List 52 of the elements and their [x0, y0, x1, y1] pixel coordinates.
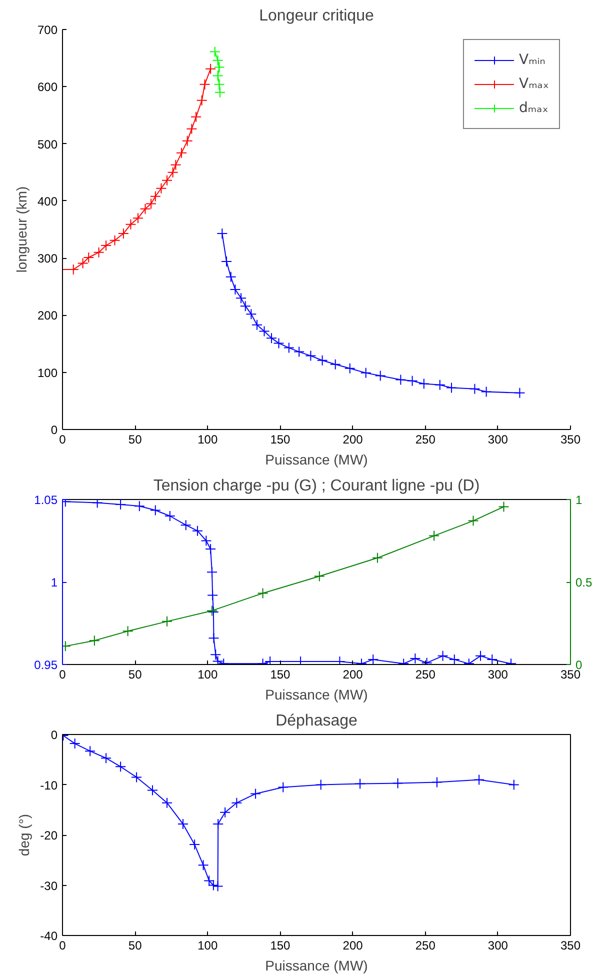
y2-tick-label: 1 [576, 493, 582, 507]
x-axis-title: Puissance (MW) [265, 452, 368, 468]
y-tick-label: -30 [40, 878, 58, 893]
y-tick-label: 600 [37, 80, 58, 94]
x-tick-label: 150 [270, 668, 291, 682]
x-tick-label: 150 [270, 938, 291, 952]
x-tick-label: 350 [560, 432, 581, 446]
x-tick-label: 50 [128, 432, 142, 446]
x-tick-label: 250 [415, 668, 436, 682]
x-tick-label: 100 [198, 432, 218, 446]
x-tick-label: 200 [342, 668, 364, 682]
y-tick-label: -40 [40, 929, 58, 943]
y-tick-label: 0.95 [34, 658, 58, 672]
legend-label: dₘₐₓ [519, 100, 548, 116]
chart-title: Tension charge -pu (G) ; Courant ligne -pu (D) [153, 478, 480, 494]
x-tick-label: 300 [488, 432, 508, 446]
x-tick-label: 250 [415, 432, 436, 446]
chart-title: Déphasage [276, 712, 358, 730]
y-tick-label: -20 [40, 828, 58, 842]
y-tick-label: 300 [37, 252, 58, 266]
y-axis-title: longueur (km) [13, 186, 30, 273]
x-tick-label: 200 [342, 938, 364, 952]
y-tick-label: 1 [50, 576, 58, 590]
x-tick-label: 250 [415, 938, 436, 952]
x-tick-label: 200 [342, 432, 364, 446]
legend-label: Vₘᵢₙ [519, 52, 546, 68]
y-tick-label: -10 [40, 778, 58, 792]
y-tick-label: 0 [50, 728, 58, 742]
y-tick-label: 200 [37, 308, 58, 323]
x-axis-title: Puissance (MW) [265, 958, 368, 974]
x-tick-label: 50 [128, 668, 142, 682]
y-tick-label: 400 [37, 194, 58, 208]
legend-label: Vₘₐₓ [519, 76, 549, 92]
x-tick-label: 0 [59, 432, 66, 446]
x-tick-label: 0 [59, 668, 66, 682]
x-tick-label: 100 [198, 938, 218, 952]
x-axis-title: Puissance (MW) [265, 686, 368, 702]
x-tick-label: 300 [488, 668, 508, 682]
x-tick-label: 50 [128, 938, 142, 952]
x-tick-label: 150 [270, 432, 291, 446]
y-axis-title: deg (°) [16, 814, 32, 856]
y-tick-label: 100 [37, 366, 58, 380]
x-tick-label: 350 [560, 938, 581, 952]
x-tick-label: 0 [59, 938, 66, 952]
y2-tick-label: 0.5 [576, 576, 593, 590]
y-tick-label: 700 [37, 23, 58, 37]
y-tick-label: 500 [37, 137, 58, 152]
x-tick-label: 300 [488, 938, 508, 952]
chart-title: Longeur critique [259, 8, 374, 24]
y-tick-label: 0 [50, 423, 58, 437]
y-tick-label: 1.05 [34, 493, 58, 507]
x-tick-label: 100 [198, 668, 218, 682]
